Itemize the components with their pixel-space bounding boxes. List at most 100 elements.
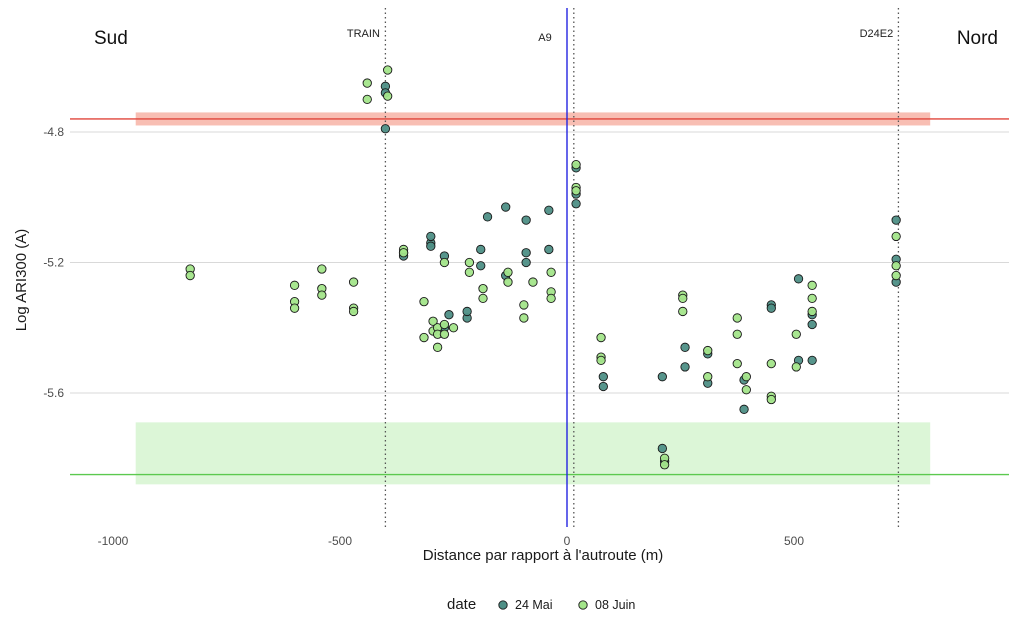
data-point-series-a (739, 404, 749, 414)
data-point-series-b (659, 460, 670, 470)
data-point-series-a (521, 257, 531, 268)
y-axis-title: Log ARI300 (A) (13, 229, 30, 332)
vline-label: D24E2 (860, 28, 894, 40)
data-point-series-b (383, 65, 393, 75)
data-point-series-b (596, 355, 606, 366)
data-point-series-b (398, 248, 409, 258)
data-point-series-b (571, 159, 581, 170)
data-point-series-b (317, 290, 327, 300)
data-point-series-a (476, 261, 486, 271)
data-point-series-b (428, 316, 438, 326)
data-point-series-b (741, 385, 751, 395)
data-point-series-a (426, 241, 436, 251)
legend-label: 24 Mai (515, 598, 553, 612)
x-tick-label: 0 (564, 534, 571, 548)
data-point-series-b (439, 319, 450, 330)
x-axis-title: Distance par rapport à l'autroute (m) (423, 547, 663, 564)
data-point-series-a (521, 215, 531, 225)
corner-label-right: Nord (957, 28, 998, 49)
data-point-series-a (380, 124, 391, 134)
legend-marker (498, 600, 508, 610)
data-point-series-a (807, 355, 817, 366)
data-point-series-b (807, 280, 817, 290)
y-tick-label: -4.8 (43, 125, 64, 139)
x-tick-label: -1000 (98, 534, 129, 548)
data-point-series-b (807, 306, 817, 317)
legend-marker (578, 600, 588, 610)
x-tick-label: -500 (328, 534, 352, 548)
data-point-series-b (678, 293, 688, 304)
data-point-series-a (680, 362, 690, 372)
data-point-series-b (596, 332, 606, 343)
vline-label: TRAIN (347, 28, 380, 40)
data-point-series-a (444, 310, 454, 320)
data-point-series-b (741, 372, 751, 382)
data-point-series-a (426, 231, 436, 242)
data-point-series-b (503, 277, 513, 287)
data-point-series-b (464, 257, 475, 268)
data-point-series-b (503, 267, 513, 277)
data-point-series-b (766, 358, 776, 369)
data-point-series-a (501, 202, 511, 212)
data-point-series-b (891, 261, 901, 271)
data-point-series-b (732, 329, 742, 339)
data-point-series-a (598, 372, 608, 382)
data-point-series-b (439, 329, 450, 339)
data-point-series-a (807, 319, 817, 330)
data-point-series-a (793, 274, 804, 284)
data-point-series-b (383, 91, 393, 101)
data-point-series-b (519, 313, 529, 323)
data-point-series-a (766, 303, 776, 313)
data-point-series-b (766, 394, 776, 405)
data-point-series-b (891, 231, 901, 242)
data-point-series-b (362, 94, 372, 105)
data-point-series-a (521, 248, 531, 258)
data-point-series-b (317, 264, 327, 274)
y-tick-label: -5.6 (43, 386, 64, 400)
data-point-series-a (657, 443, 667, 454)
data-point-series-b (439, 257, 450, 268)
legend-label: 08 Juin (595, 598, 635, 612)
data-point-series-b (448, 323, 459, 333)
data-point-series-b (528, 277, 538, 287)
data-point-series-b (546, 267, 556, 277)
data-point-series-b (419, 332, 429, 343)
data-point-series-b (732, 358, 742, 369)
data-point-series-b (478, 293, 488, 304)
data-point-series-a (598, 381, 608, 392)
data-point-series-b (464, 267, 475, 277)
data-point-series-b (703, 372, 713, 382)
data-point-series-b (289, 280, 300, 290)
data-point-series-b (432, 342, 443, 352)
data-point-series-b (185, 270, 195, 281)
data-point-series-b (519, 300, 529, 310)
data-point-series-b (732, 313, 742, 323)
y-tick-label: -5.2 (43, 256, 64, 270)
data-point-series-a (544, 205, 554, 215)
data-point-series-a (891, 215, 901, 225)
data-point-series-a (544, 244, 554, 255)
vline-label: A9 (538, 32, 551, 44)
data-point-series-a (571, 199, 581, 209)
data-point-series-b (791, 329, 801, 339)
legend-title: date (447, 596, 476, 613)
data-point-series-b (891, 270, 901, 281)
data-point-series-a (680, 342, 690, 352)
x-tick-label: 500 (784, 534, 804, 548)
corner-label-left: Sud (94, 28, 128, 49)
data-point-series-b (678, 306, 688, 317)
data-point-series-a (482, 212, 493, 222)
data-point-series-b (348, 277, 359, 287)
data-point-series-b (807, 293, 817, 304)
data-point-series-b (546, 293, 556, 304)
data-point-series-b (362, 78, 372, 88)
data-point-series-b (791, 362, 801, 372)
data-point-series-b (419, 296, 429, 307)
data-point-series-b (703, 345, 713, 356)
legend: date 24 Mai 08 Juin (447, 596, 635, 613)
data-point-series-a (657, 372, 667, 382)
data-point-series-b (348, 306, 359, 317)
data-point-series-b (289, 303, 300, 313)
